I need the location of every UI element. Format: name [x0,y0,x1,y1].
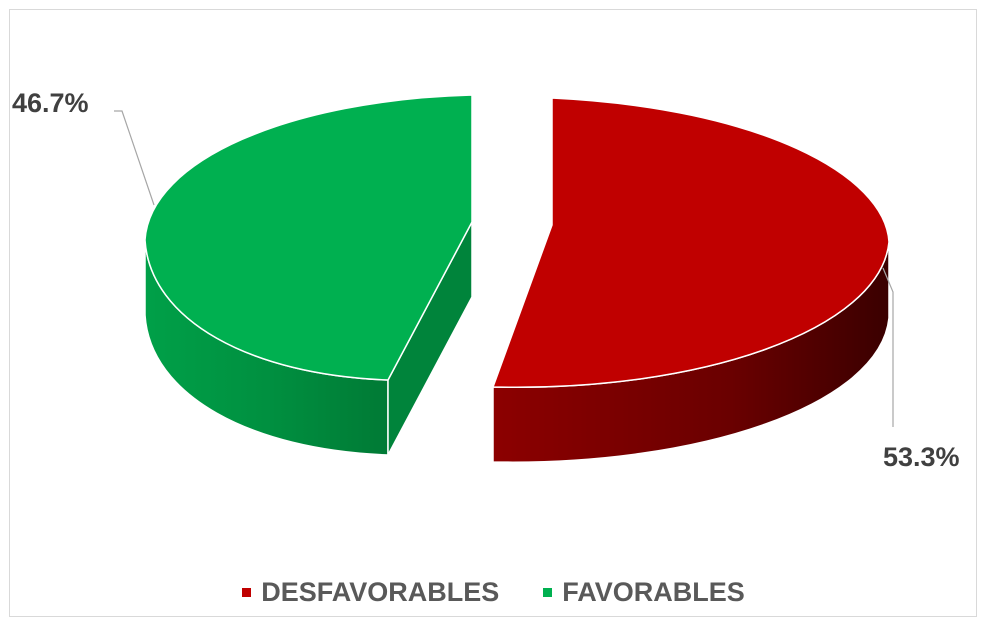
data-label-favorables: 46.7% [12,88,89,118]
legend-swatch-favorables [543,587,553,597]
leader-line-desfavorables [882,267,894,427]
leader-line-favorables [114,110,155,206]
legend-item-desfavorables: DESFAVORABLES [242,577,499,608]
slice-favorables-top [144,94,473,381]
data-label-desfavorables: 53.3% [883,442,960,472]
legend-item-favorables: FAVORABLES [543,577,745,608]
chart-legend: DESFAVORABLES FAVORABLES [0,572,987,612]
legend-label-favorables: FAVORABLES [562,576,745,607]
legend-label-desfavorables: DESFAVORABLES [261,576,500,607]
legend-swatch-desfavorables [242,587,252,597]
slice-desfavorables-top [491,97,890,389]
slice-favorables [144,94,473,456]
slice-desfavorables [491,97,890,463]
